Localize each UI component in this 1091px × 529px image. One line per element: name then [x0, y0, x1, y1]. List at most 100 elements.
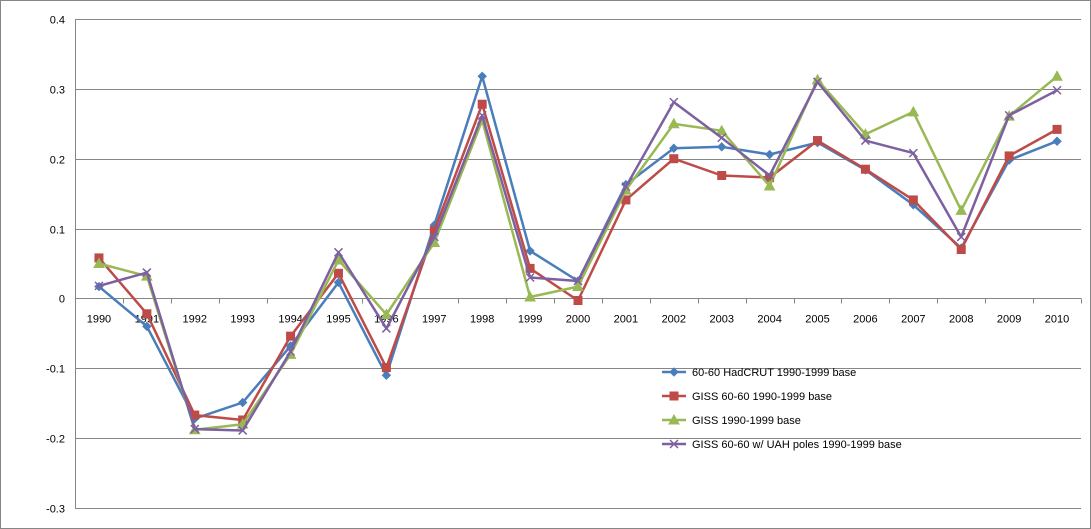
- data-point: [908, 148, 918, 158]
- data-point: [190, 424, 200, 434]
- x-tick-label: 1993: [230, 314, 254, 326]
- data-point: [717, 133, 727, 143]
- data-point: [572, 280, 584, 292]
- x-tick-label: 1999: [518, 314, 542, 326]
- data-point: [477, 99, 487, 109]
- legend-entry-1: 60-60 HadCRUT 1990-1999 base: [662, 367, 856, 379]
- data-point: [669, 391, 679, 401]
- data-point: [667, 117, 680, 129]
- data-point: [669, 143, 679, 153]
- data-point: [813, 136, 823, 146]
- x-tick-label: 2001: [614, 314, 638, 326]
- data-point: [860, 136, 870, 146]
- data-point: [238, 425, 248, 435]
- data-point: [333, 268, 343, 278]
- data-point: [525, 272, 535, 283]
- data-point: [669, 97, 679, 107]
- data-point: [908, 195, 918, 205]
- y-tick-label: 0.1: [50, 225, 65, 237]
- data-point: [763, 179, 776, 191]
- legend-label: 60-60 HadCRUT 1990-1999 base: [692, 367, 856, 379]
- data-point: [1052, 136, 1062, 146]
- data-point: [286, 346, 296, 357]
- data-point: [429, 232, 439, 242]
- x-tick-label: 2005: [805, 314, 829, 326]
- data-point: [668, 413, 680, 425]
- data-point: [669, 367, 679, 377]
- x-tick-label: 2010: [1045, 314, 1069, 326]
- data-point: [381, 323, 391, 333]
- data-point: [717, 170, 727, 180]
- data-point: [812, 77, 823, 87]
- x-tick-label: 1990: [87, 314, 111, 326]
- data-point: [1052, 85, 1062, 95]
- data-point: [333, 247, 344, 257]
- x-tick-label: 2006: [853, 314, 877, 326]
- x-tick-label: 2007: [901, 314, 925, 326]
- data-point: [477, 71, 487, 81]
- y-tick-label: -0.2: [46, 434, 65, 446]
- legend-entry-3: GISS 1990-1999 base: [662, 413, 801, 427]
- x-tick-label: 2009: [997, 314, 1021, 326]
- legend-entry-4: GISS 60-60 w/ UAH poles 1990-1999 base: [662, 439, 902, 451]
- data-point: [142, 321, 152, 332]
- data-point: [93, 257, 105, 268]
- data-point: [381, 363, 391, 373]
- data-point: [956, 232, 966, 242]
- data-point: [142, 309, 152, 319]
- data-point: [237, 397, 248, 408]
- x-tick-label: 1997: [422, 314, 446, 326]
- x-tick-label: 2008: [949, 314, 973, 326]
- series-4: [94, 77, 1062, 435]
- legend-entry-2: GISS 60-60 1990-1999 base: [662, 391, 832, 403]
- legend-label: GISS 60-60 1990-1999 base: [692, 391, 832, 403]
- y-tick-label: -0.3: [46, 504, 65, 516]
- data-point: [955, 204, 968, 215]
- legend-label: GISS 60-60 w/ UAH poles 1990-1999 base: [692, 439, 902, 451]
- x-tick-label: 1995: [326, 314, 350, 326]
- x-tick-label: 2002: [662, 314, 686, 326]
- x-tick-label: 2003: [709, 314, 733, 326]
- data-point: [764, 149, 775, 160]
- data-point: [524, 291, 536, 302]
- data-point: [765, 170, 775, 181]
- x-tick-label: 2000: [566, 314, 590, 326]
- y-tick-label: 0.4: [50, 15, 65, 27]
- data-point: [381, 370, 392, 380]
- data-point: [1051, 70, 1063, 81]
- data-point: [1004, 151, 1014, 161]
- data-point: [1004, 110, 1014, 120]
- x-tick-label: 2004: [757, 314, 781, 326]
- data-point: [525, 246, 535, 256]
- data-point: [715, 124, 728, 136]
- data-point: [907, 105, 920, 117]
- data-point: [860, 164, 870, 174]
- x-tick-label: 1998: [470, 314, 494, 326]
- y-tick-label: 0.2: [50, 155, 65, 167]
- data-point: [621, 182, 631, 192]
- y-tick-label: 0.3: [50, 85, 65, 97]
- data-point: [380, 308, 393, 319]
- x-tick-label: 1992: [183, 314, 207, 326]
- y-tick-label: -0.1: [46, 364, 65, 376]
- y-tick-label: 0: [59, 294, 65, 306]
- data-point: [669, 439, 679, 449]
- data-point: [142, 268, 152, 278]
- data-point: [717, 142, 727, 152]
- data-point: [669, 154, 679, 164]
- data-point: [286, 331, 296, 341]
- data-point: [477, 110, 487, 120]
- data-point: [573, 296, 583, 306]
- data-point: [956, 245, 966, 255]
- data-point: [573, 276, 583, 286]
- legend-label: GISS 1990-1999 base: [692, 415, 801, 427]
- series-layer: [93, 70, 1063, 435]
- data-point: [1052, 124, 1062, 134]
- x-tick-label: 1994: [278, 314, 302, 326]
- data-point: [94, 281, 104, 291]
- legend: 60-60 HadCRUT 1990-1999 base GISS 60-60 1…: [662, 367, 902, 451]
- data-point: [525, 263, 535, 273]
